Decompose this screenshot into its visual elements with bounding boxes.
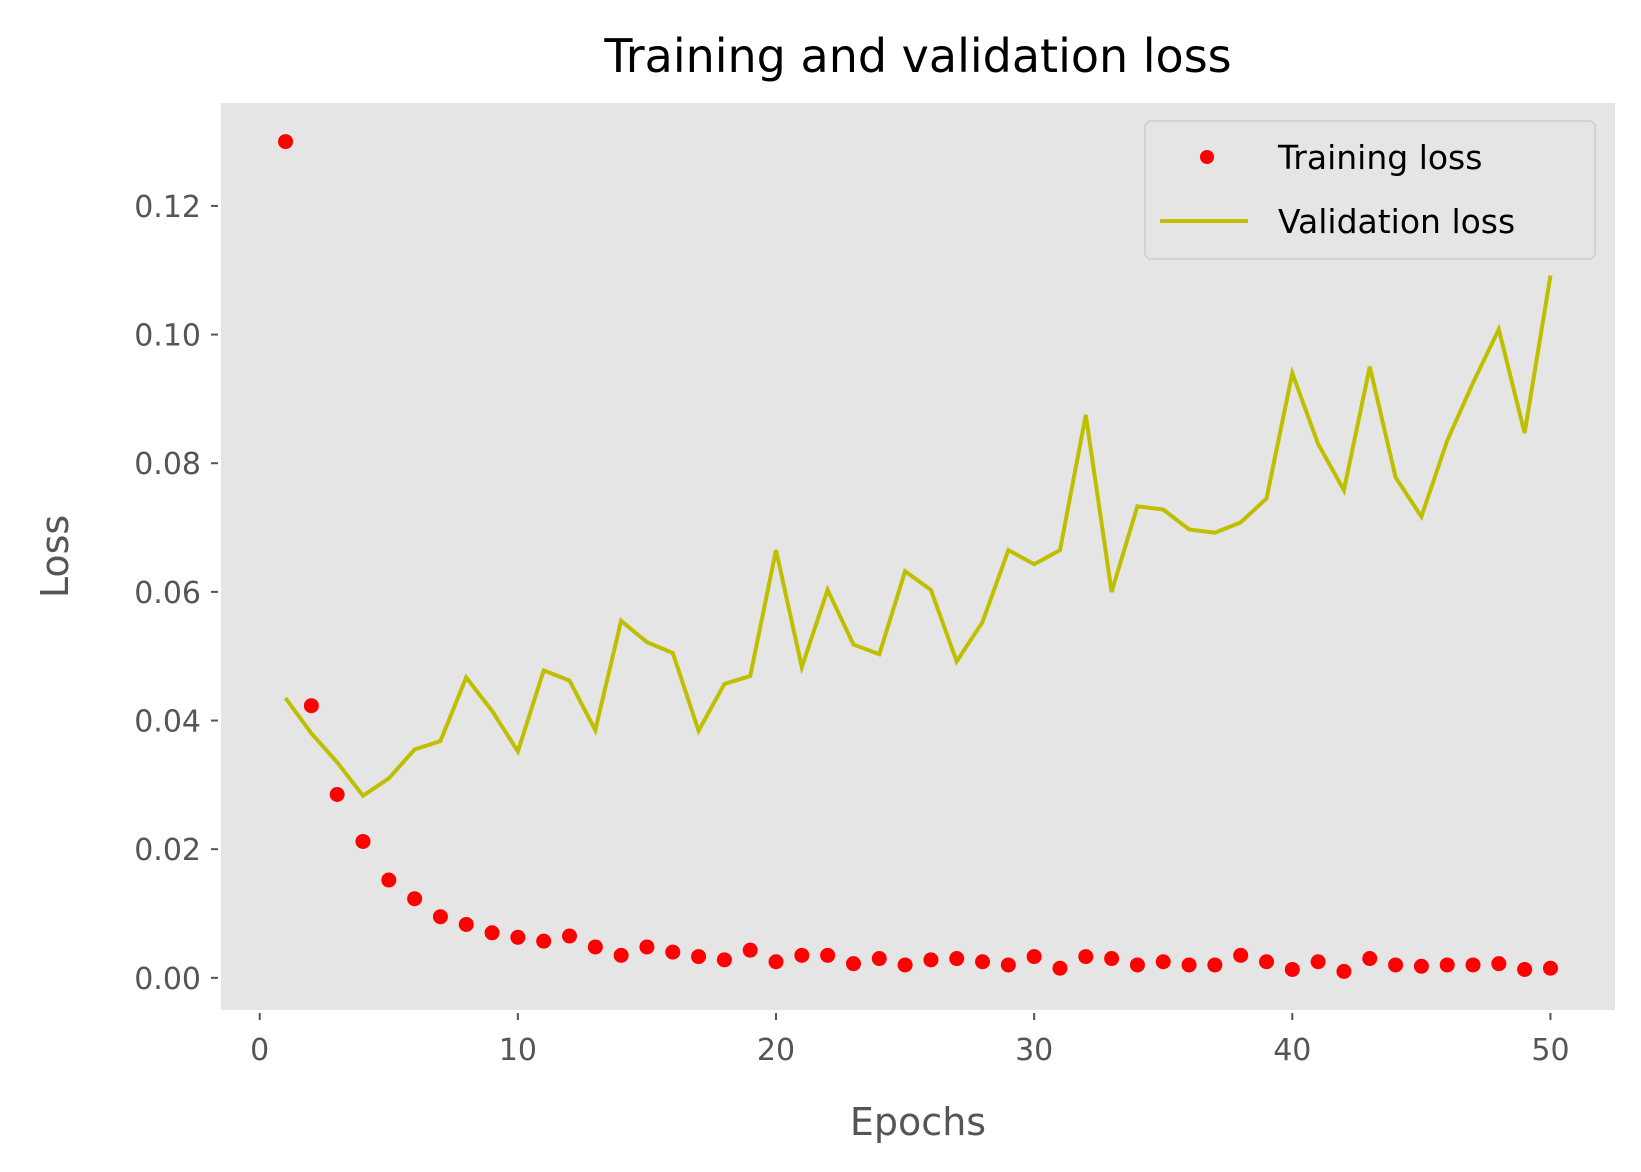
legend-label-training-loss: Training loss bbox=[1277, 138, 1482, 177]
training-loss-point bbox=[587, 939, 603, 955]
training-loss-point bbox=[1207, 957, 1223, 973]
training-loss-point bbox=[562, 928, 577, 944]
training-loss-point bbox=[1026, 949, 1042, 965]
training-loss-point bbox=[1259, 954, 1274, 970]
training-loss-point bbox=[484, 925, 500, 941]
training-loss-point bbox=[1078, 949, 1094, 965]
training-loss-point bbox=[510, 929, 526, 945]
y-tick-label: 0.12 bbox=[134, 190, 201, 225]
chart-title: Training and validation loss bbox=[603, 29, 1231, 83]
training-loss-point bbox=[1439, 957, 1455, 973]
y-axis: 0.00 0.02 0.04 0.06 0.08 0.10 0.12 bbox=[134, 190, 218, 997]
legend-box bbox=[1144, 120, 1596, 260]
y-tick-label: 0.08 bbox=[134, 447, 201, 482]
training-loss-point bbox=[949, 951, 965, 967]
training-loss-point bbox=[1362, 951, 1378, 967]
x-axis-label: Epochs bbox=[850, 1100, 986, 1144]
training-loss-point bbox=[1155, 954, 1171, 970]
training-loss-point bbox=[716, 952, 732, 968]
y-tick-label: 0.06 bbox=[134, 576, 201, 611]
x-tick-label: 20 bbox=[757, 1033, 795, 1068]
training-loss-point bbox=[1388, 957, 1404, 973]
training-loss-point bbox=[871, 951, 887, 967]
training-loss-point bbox=[407, 891, 423, 907]
training-loss-point bbox=[1000, 957, 1016, 973]
legend-label-validation-loss: Validation loss bbox=[1278, 202, 1515, 241]
training-loss-point bbox=[691, 949, 707, 965]
x-tick-label: 40 bbox=[1273, 1033, 1311, 1068]
y-tick-label: 0.10 bbox=[134, 319, 201, 354]
training-loss-point bbox=[381, 872, 397, 888]
training-loss-point bbox=[329, 787, 345, 803]
training-loss-point bbox=[1181, 957, 1197, 973]
training-loss-point bbox=[665, 944, 681, 960]
training-loss-point bbox=[432, 909, 448, 925]
x-axis: 0 10 20 30 40 50 bbox=[250, 1013, 1570, 1068]
training-loss-point bbox=[1052, 960, 1068, 976]
training-loss-point bbox=[1129, 957, 1145, 973]
training-loss-points bbox=[278, 134, 1558, 979]
y-tick-label: 0.02 bbox=[134, 833, 201, 868]
training-loss-point bbox=[897, 957, 913, 973]
validation-loss-line bbox=[283, 275, 1553, 799]
training-loss-point bbox=[1517, 961, 1533, 977]
x-tick-label: 10 bbox=[499, 1033, 537, 1068]
y-tick-label: 0.04 bbox=[134, 705, 201, 740]
training-loss-point bbox=[1465, 957, 1481, 973]
y-axis-label: Loss bbox=[33, 515, 77, 598]
training-loss-point bbox=[1104, 951, 1120, 967]
training-loss-point bbox=[355, 833, 371, 849]
training-loss-point bbox=[1233, 947, 1249, 963]
legend-marker-training-loss bbox=[1200, 150, 1214, 164]
training-loss-point bbox=[639, 939, 655, 955]
training-loss-point bbox=[1310, 954, 1326, 970]
x-tick-label: 50 bbox=[1531, 1033, 1569, 1068]
training-loss-point bbox=[975, 954, 991, 970]
training-loss-point bbox=[794, 947, 810, 963]
training-loss-point bbox=[303, 698, 319, 714]
training-loss-point bbox=[845, 956, 861, 972]
training-loss-point bbox=[278, 134, 294, 150]
x-tick-label: 30 bbox=[1015, 1033, 1053, 1068]
x-tick-label: 0 bbox=[250, 1033, 269, 1068]
training-loss-point bbox=[1542, 960, 1558, 976]
y-tick-label: 0.00 bbox=[134, 962, 201, 997]
training-loss-point bbox=[923, 952, 939, 968]
training-loss-point bbox=[768, 954, 784, 970]
training-loss-point bbox=[613, 947, 629, 963]
training-loss-point bbox=[536, 933, 552, 949]
legend: Training loss Validation loss bbox=[1144, 120, 1596, 260]
training-loss-point bbox=[742, 942, 758, 958]
training-loss-point bbox=[458, 916, 474, 932]
training-loss-point bbox=[820, 947, 836, 963]
training-loss-point bbox=[1336, 963, 1352, 979]
training-loss-point bbox=[1491, 956, 1507, 972]
training-loss-point bbox=[1284, 961, 1300, 977]
training-loss-point bbox=[1413, 958, 1429, 974]
